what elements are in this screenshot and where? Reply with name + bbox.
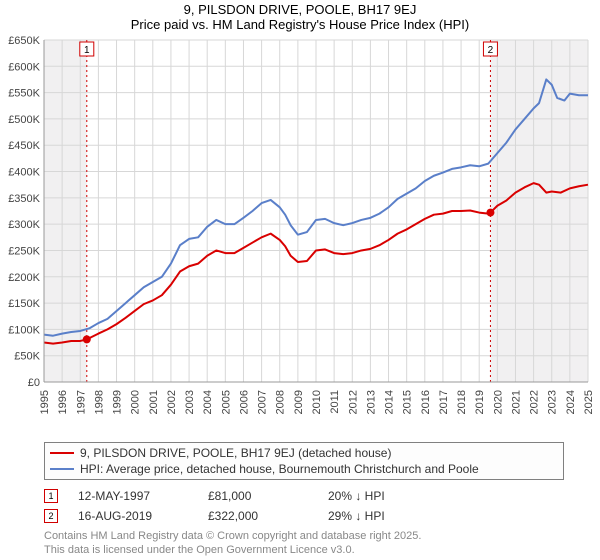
svg-text:2: 2 (488, 45, 494, 56)
svg-text:2016: 2016 (420, 390, 432, 414)
svg-text:1996: 1996 (57, 390, 69, 414)
svg-text:2020: 2020 (492, 390, 504, 414)
sale-row: 1 12-MAY-1997 £81,000 20% ↓ HPI (44, 486, 385, 506)
sale-date: 16-AUG-2019 (78, 509, 208, 523)
legend-swatch-hpi (50, 468, 74, 470)
chart-area: £0 £50K £100K £150K £200K £250K £300K £350K £400… (0, 36, 600, 436)
svg-text:1999: 1999 (112, 390, 124, 414)
svg-text:2005: 2005 (220, 390, 232, 414)
chart-subtitle: Price paid vs. HM Land Registry's House … (0, 17, 600, 34)
sale-price: £81,000 (208, 489, 328, 503)
svg-text:2018: 2018 (456, 390, 468, 414)
svg-text:£300K: £300K (8, 219, 40, 231)
svg-text:£350K: £350K (8, 193, 40, 205)
chart-title: 9, PILSDON DRIVE, POOLE, BH17 9EJ (0, 0, 600, 17)
svg-text:£550K: £550K (8, 88, 40, 100)
svg-text:2012: 2012 (347, 390, 359, 414)
footnote: Contains HM Land Registry data © Crown c… (44, 530, 421, 558)
svg-text:2004: 2004 (202, 390, 214, 414)
svg-text:2003: 2003 (184, 390, 196, 414)
svg-text:2009: 2009 (293, 390, 305, 414)
svg-text:2023: 2023 (547, 390, 559, 414)
legend-label-hpi: HPI: Average price, detached house, Bour… (80, 462, 479, 476)
svg-text:£400K: £400K (8, 167, 40, 179)
svg-text:2001: 2001 (148, 390, 160, 414)
svg-text:2010: 2010 (311, 390, 323, 414)
svg-text:2007: 2007 (257, 390, 269, 414)
svg-text:2011: 2011 (329, 390, 341, 414)
svg-text:£200K: £200K (8, 272, 40, 284)
svg-text:2000: 2000 (130, 390, 142, 414)
svg-text:£150K: £150K (8, 298, 40, 310)
svg-text:£500K: £500K (8, 114, 40, 126)
sale-diff: 29% ↓ HPI (328, 509, 385, 523)
sale-diff: 20% ↓ HPI (328, 489, 385, 503)
svg-text:1995: 1995 (39, 390, 51, 414)
sale-marker-2: 2 (44, 509, 58, 523)
svg-text:1997: 1997 (75, 390, 87, 414)
svg-text:2006: 2006 (238, 390, 250, 414)
svg-text:2022: 2022 (529, 390, 541, 414)
svg-text:£450K: £450K (8, 140, 40, 152)
svg-text:2025: 2025 (583, 390, 595, 414)
svg-text:2019: 2019 (474, 390, 486, 414)
svg-text:£600K: £600K (8, 61, 40, 73)
svg-text:2021: 2021 (510, 390, 522, 414)
legend-swatch-property (50, 452, 74, 454)
sale-marker-1: 1 (44, 489, 58, 503)
svg-text:1998: 1998 (93, 390, 105, 414)
svg-text:1: 1 (84, 45, 90, 56)
svg-text:2008: 2008 (275, 390, 287, 414)
svg-text:£650K: £650K (8, 36, 40, 47)
svg-text:£100K: £100K (8, 324, 40, 336)
svg-text:2014: 2014 (384, 390, 396, 414)
sale-price: £322,000 (208, 509, 328, 523)
legend-row: 9, PILSDON DRIVE, POOLE, BH17 9EJ (detac… (50, 445, 558, 461)
legend-box: 9, PILSDON DRIVE, POOLE, BH17 9EJ (detac… (44, 442, 564, 480)
svg-text:2015: 2015 (402, 390, 414, 414)
legend-row: HPI: Average price, detached house, Bour… (50, 461, 558, 477)
svg-text:£250K: £250K (8, 245, 40, 257)
sale-date: 12-MAY-1997 (78, 489, 208, 503)
svg-text:£0: £0 (28, 377, 40, 389)
chart-container: 9, PILSDON DRIVE, POOLE, BH17 9EJ Price … (0, 0, 600, 560)
svg-text:2002: 2002 (166, 390, 178, 414)
svg-text:2013: 2013 (365, 390, 377, 414)
svg-text:2024: 2024 (565, 390, 577, 414)
sales-table: 1 12-MAY-1997 £81,000 20% ↓ HPI 2 16-AUG… (44, 486, 385, 526)
svg-text:£50K: £50K (14, 351, 40, 363)
svg-text:2017: 2017 (438, 390, 450, 414)
legend-label-property: 9, PILSDON DRIVE, POOLE, BH17 9EJ (detac… (80, 446, 391, 460)
line-chart-svg: £0 £50K £100K £150K £200K £250K £300K £350K £400… (0, 36, 600, 436)
sale-row: 2 16-AUG-2019 £322,000 29% ↓ HPI (44, 506, 385, 526)
footnote-line-2: This data is licensed under the Open Gov… (44, 544, 421, 558)
footnote-line-1: Contains HM Land Registry data © Crown c… (44, 530, 421, 544)
